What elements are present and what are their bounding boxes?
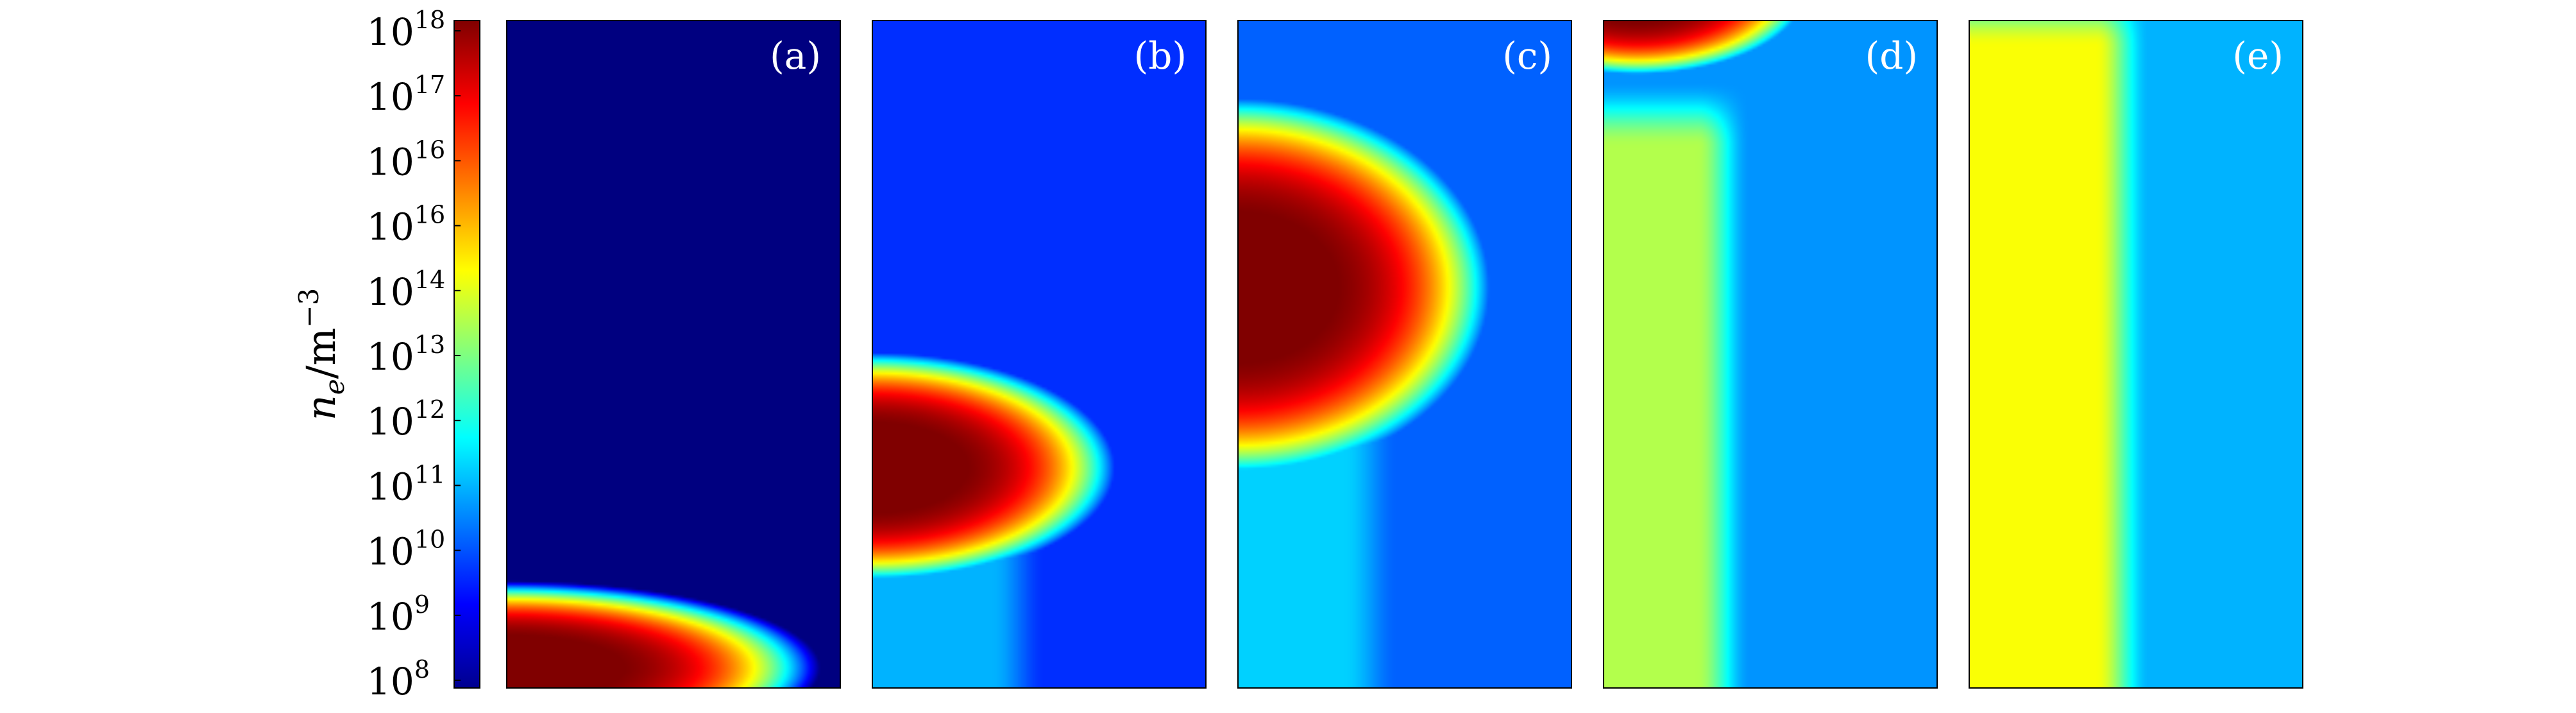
colorbar-ticks: 108 109 1010 1011 1012 1013 1014 1016 1016 1017 10… bbox=[367, 6, 461, 703]
heatmap-image bbox=[1969, 21, 2303, 688]
heatmap-image bbox=[1238, 21, 1572, 688]
heatmap-panel: (d) bbox=[1603, 20, 1938, 689]
axis-title-sub: e bbox=[319, 379, 350, 395]
colorbar-tick-label: 109 bbox=[367, 590, 430, 639]
panel-border bbox=[1237, 20, 1572, 689]
colorbar: 108 109 1010 1011 1012 1013 1014 1016 1016 1017 10… bbox=[367, 6, 480, 703]
colorbar-tick-label: 108 bbox=[367, 655, 430, 703]
colorbar-tick-label: 1016 bbox=[367, 201, 445, 249]
heatmap-image bbox=[1604, 21, 1937, 688]
panel-label: (b) bbox=[1134, 34, 1187, 78]
colorbar-tick-label: 1017 bbox=[367, 71, 445, 119]
panel-label: (a) bbox=[770, 34, 821, 78]
heatmap-panel: (b) bbox=[872, 20, 1207, 689]
heatmap-panel: (a) bbox=[506, 20, 841, 689]
colorbar-tick-label: 1013 bbox=[367, 331, 445, 379]
panel-border bbox=[1603, 20, 1938, 689]
heatmap-image bbox=[872, 21, 1206, 688]
axis-title-unit-exp: −3 bbox=[293, 288, 325, 328]
panel-border bbox=[872, 20, 1207, 689]
heatmap-panel: (c) bbox=[1237, 20, 1572, 689]
panel-label: (d) bbox=[1865, 34, 1918, 78]
axis-title-unit: /m bbox=[298, 328, 344, 379]
heatmap-panel: (e) bbox=[1969, 20, 2303, 689]
colorbar-tick-label: 1011 bbox=[367, 460, 445, 508]
colorbar-gradient bbox=[453, 20, 480, 689]
colorbar-tick-label: 1010 bbox=[367, 526, 445, 574]
panel-border bbox=[506, 20, 841, 689]
colorbar-tick-label: 1016 bbox=[367, 135, 445, 184]
panel-border bbox=[1969, 20, 2303, 689]
panel-label: (c) bbox=[1502, 34, 1552, 78]
colorbar-tick-label: 1014 bbox=[367, 266, 445, 314]
colorbar-axis-title: ne/m−3 bbox=[293, 288, 350, 420]
heatmap-panels: (a) (b) (c) (d) (e) bbox=[506, 20, 2303, 689]
heatmap-image bbox=[507, 21, 840, 688]
axis-title-var: n bbox=[298, 395, 344, 420]
colorbar-tick-label: 1018 bbox=[367, 6, 445, 54]
colorbar-tick-label: 1012 bbox=[367, 395, 445, 443]
panel-label: (e) bbox=[2232, 34, 2284, 78]
